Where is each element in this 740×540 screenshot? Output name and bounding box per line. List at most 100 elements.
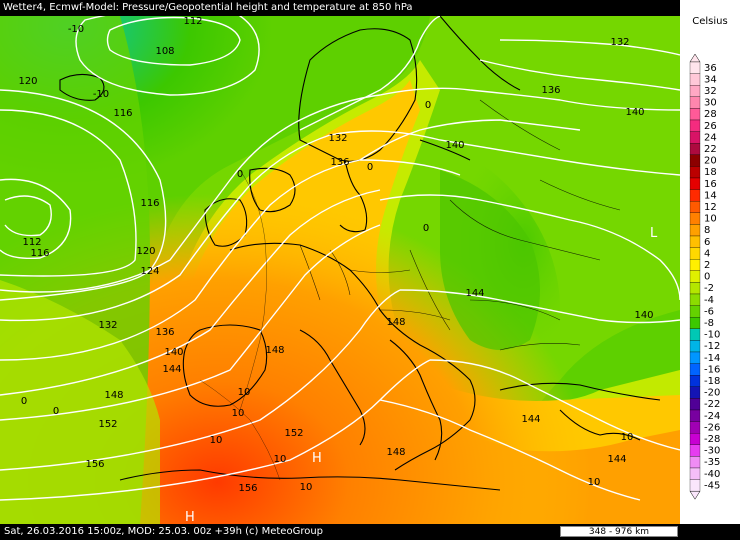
contour-label: 140	[164, 347, 183, 358]
legend-label: -40	[704, 469, 720, 480]
legend-label: 28	[704, 109, 717, 120]
scale-bar: 348 - 976 km	[560, 526, 678, 537]
contour-label: 148	[386, 317, 405, 328]
legend-label: -18	[704, 376, 720, 387]
legend-swatch	[689, 467, 701, 480]
legend-swatch	[689, 305, 701, 318]
legend-swatch	[689, 96, 701, 109]
legend-swatch	[689, 224, 701, 237]
legend-label: 34	[704, 74, 717, 85]
legend-label: -24	[704, 411, 720, 422]
temp-label: 10	[300, 482, 313, 493]
legend-swatch	[689, 259, 701, 271]
legend-label: 22	[704, 144, 717, 155]
legend-swatch	[689, 212, 701, 225]
legend-label: 2	[704, 260, 710, 271]
legend-label: 24	[704, 132, 717, 143]
legend-swatch	[689, 73, 701, 86]
legend-swatch	[689, 398, 701, 411]
legend-swatch	[689, 421, 701, 434]
contour-label: 156	[238, 483, 257, 494]
contour-label: 120	[136, 246, 155, 257]
legend-arrow-bottom	[689, 490, 701, 500]
legend-swatch	[689, 444, 701, 457]
legend-swatch	[689, 235, 701, 248]
legend-label: -20	[704, 388, 720, 399]
legend-label: -8	[704, 318, 714, 329]
temperature-isolines	[199, 169, 281, 481]
legend-swatch	[689, 282, 701, 295]
legend-swatch	[689, 270, 701, 283]
legend-swatch	[689, 247, 701, 260]
legend-label: -10	[704, 330, 720, 341]
legend-swatch	[689, 189, 701, 202]
contour-label: 136	[541, 85, 560, 96]
legend-label: -26	[704, 422, 720, 433]
legend-swatch	[689, 201, 701, 213]
legend-swatch	[689, 433, 701, 445]
legend-swatch	[689, 119, 701, 132]
low-pressure-marker: L	[650, 226, 658, 241]
legend-swatch	[689, 131, 701, 144]
contour-label: 132	[610, 37, 629, 48]
legend-swatch	[689, 108, 701, 121]
legend-label: 32	[704, 86, 717, 97]
legend-label: 26	[704, 121, 717, 132]
legend-label: -35	[704, 457, 720, 468]
map-title: Wetter4, Ecmwf-Model: Pressure/Geopotent…	[0, 0, 680, 16]
temperature-map: 112 108 120 116 112 116 116 120 124 132 …	[0, 0, 680, 524]
legend-label: 14	[704, 190, 717, 201]
contour-label: 136	[155, 327, 174, 338]
legend-swatch	[689, 363, 701, 376]
legend-swatch	[689, 154, 701, 167]
legend-label: -30	[704, 446, 720, 457]
temp-label: 10	[274, 454, 287, 465]
contour-label: 116	[30, 248, 49, 259]
legend-label: 10	[704, 214, 717, 225]
legend-swatch	[689, 456, 701, 469]
legend-swatch	[689, 409, 701, 422]
legend-swatch	[689, 351, 701, 364]
temp-label: 0	[21, 396, 27, 407]
contour-label: 112	[183, 16, 202, 27]
legend-swatch	[689, 61, 701, 74]
temp-label: 10	[210, 435, 223, 446]
legend-label: 0	[704, 272, 710, 283]
contour-label: 152	[284, 428, 303, 439]
contour-labels: 112 108 120 116 112 116 116 120 124 132 …	[18, 16, 653, 494]
legend-label: 20	[704, 156, 717, 167]
contour-label: 144	[521, 414, 540, 425]
legend-label: 6	[704, 237, 710, 248]
temp-label: 10	[621, 432, 634, 443]
contour-label: 144	[465, 288, 484, 299]
temp-label: 0	[423, 223, 429, 234]
legend-label: -22	[704, 399, 720, 410]
high-pressure-marker: H	[312, 451, 322, 466]
map-footer: Sat, 26.03.2016 15:00z, MOD: 25.03. 00z …	[0, 524, 740, 540]
legend-label: 16	[704, 179, 717, 190]
high-pressure-marker: H	[185, 510, 195, 524]
temp-label: 0	[367, 162, 373, 173]
legend-label: 18	[704, 167, 717, 178]
legend-swatch	[689, 386, 701, 399]
contour-label: 116	[140, 198, 159, 209]
contour-label: 132	[98, 320, 117, 331]
contour-label: 140	[634, 310, 653, 321]
legend-scale: 363432302826242220181614121086420-2-4-6-…	[689, 53, 720, 500]
pressure-centers: H H L	[185, 226, 658, 524]
legend-swatch	[689, 340, 701, 353]
contour-label: 152	[98, 419, 117, 430]
contour-label: 124	[140, 266, 159, 277]
legend-title: Celsius	[692, 16, 728, 27]
contour-label: 120	[18, 76, 37, 87]
contour-label: 148	[386, 447, 405, 458]
legend-swatch	[689, 479, 701, 492]
contour-label: 132	[328, 133, 347, 144]
contour-label: 108	[155, 46, 174, 57]
borders	[299, 99, 621, 351]
contour-label: 136	[330, 157, 349, 168]
temp-label: 0	[237, 169, 243, 180]
legend-label: 36	[704, 63, 717, 74]
contour-label: 148	[104, 390, 123, 401]
temp-label: -10	[68, 24, 84, 35]
